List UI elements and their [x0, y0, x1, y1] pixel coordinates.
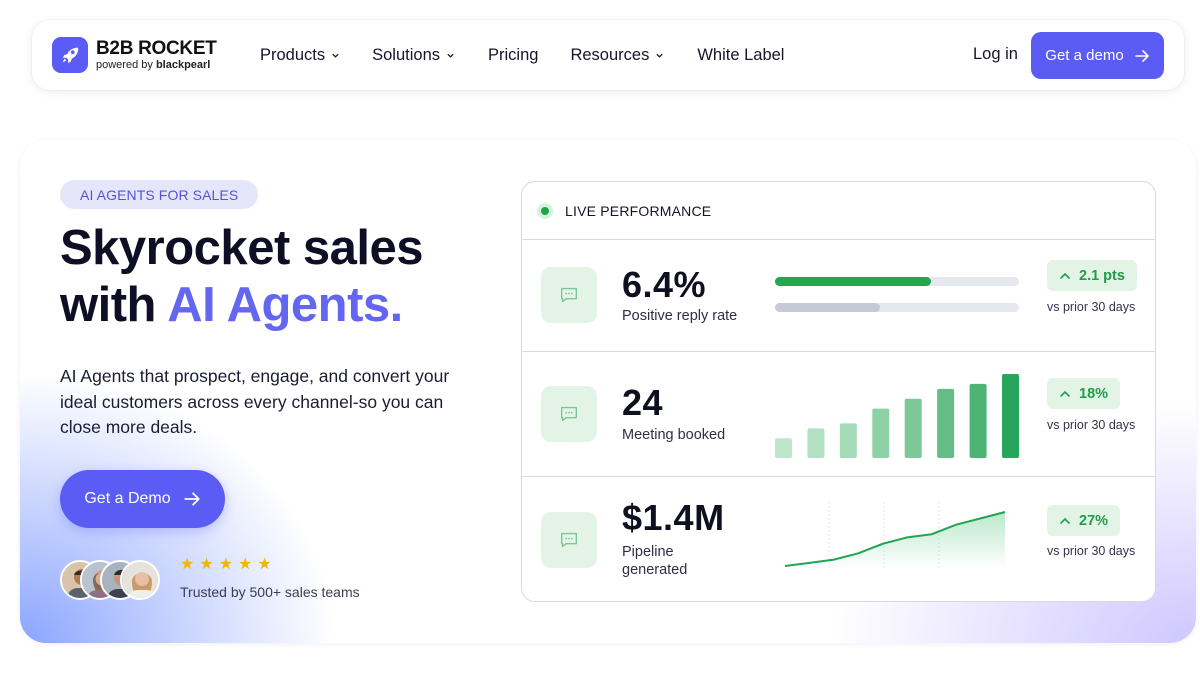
progress-bar-prior	[775, 303, 1019, 312]
progress-fill-current	[775, 277, 932, 286]
meetings-bar	[969, 383, 987, 458]
meetings-bar	[775, 438, 792, 458]
delta-badge: 27%	[1047, 505, 1121, 536]
live-status-dot	[537, 202, 553, 219]
logo-title: B2B ROCKET	[96, 38, 217, 59]
login-link[interactable]: Log in	[973, 45, 1018, 63]
metric-row-reply-rate: 6.4% Positive reply rate 2.1 pts vs prio…	[522, 240, 1155, 352]
meetings-bar	[904, 398, 922, 458]
get-demo-cta-button[interactable]: Get a Demo	[60, 470, 225, 528]
metric-row-meetings: 24 Meeting booked 18% vs prior 30 days	[522, 352, 1155, 477]
chat-bubble-icon	[541, 386, 597, 442]
chevron-down-icon	[656, 53, 663, 58]
card-title: LIVE PERFORMANCE	[565, 202, 712, 219]
hero-badge: AI AGENTS FOR SALES	[60, 180, 259, 209]
meetings-bar-chart	[775, 374, 1019, 458]
nav-item-pricing[interactable]: Pricing	[488, 45, 539, 64]
hero-description: AI Agents that prospect, engage, and con…	[60, 366, 450, 437]
chat-bubble-icon	[541, 512, 597, 568]
meetings-bar	[1002, 374, 1019, 458]
comparison-note: vs prior 30 days	[1047, 418, 1136, 432]
delta-badge: 18%	[1047, 378, 1121, 409]
star-icon: ★	[199, 556, 214, 573]
customer-avatars	[60, 560, 160, 600]
logo-subtitle: powered by blackpearl	[96, 59, 211, 71]
live-performance-card: LIVE PERFORMANCE 6.4% Positive reply rat…	[521, 181, 1156, 602]
progress-bar-current	[775, 277, 1019, 286]
chevron-up-icon	[1060, 517, 1070, 524]
nav-item-solutions[interactable]: Solutions	[372, 46, 455, 65]
chevron-up-icon	[1060, 390, 1070, 397]
chevron-down-icon	[332, 53, 339, 58]
hero-section: AI AGENTS FOR SALES Skyrocket sales with…	[20, 140, 1196, 643]
metric-label: Positive reply rate	[622, 308, 738, 324]
star-icon: ★	[180, 556, 195, 573]
star-icon: ★	[218, 556, 234, 573]
pipeline-trend-chart	[785, 502, 1006, 568]
delta-badge: 2.1 pts	[1047, 260, 1137, 291]
top-navbar: B2B ROCKET powered by blackpearl Product…	[32, 20, 1184, 90]
chat-bubble-icon	[541, 267, 597, 323]
nav-item-products[interactable]: Products	[260, 46, 340, 65]
arrow-right-icon	[1134, 49, 1149, 62]
trend-line	[785, 511, 1006, 567]
metric-value: $1.4M	[622, 497, 725, 538]
meetings-bar	[937, 388, 955, 458]
nav-links: Products Solutions Pricing Resources Whi…	[260, 20, 784, 90]
trend-area	[785, 512, 1005, 568]
metric-label: Pipeline generated	[622, 544, 688, 578]
metric-row-pipeline: $1.4M Pipeline generated 27% vs prior 30…	[522, 477, 1155, 601]
chevron-down-icon	[447, 53, 454, 58]
logo[interactable]: B2B ROCKET powered by blackpearl	[52, 37, 217, 73]
rating-stars: ★ ★ ★ ★ ★	[180, 557, 272, 573]
get-demo-button[interactable]: Get a demo	[1031, 32, 1164, 79]
star-icon: ★	[257, 556, 272, 573]
nav-item-white-label[interactable]: White Label	[697, 45, 785, 64]
arrow-right-icon	[183, 492, 200, 506]
card-header: LIVE PERFORMANCE	[522, 182, 1155, 240]
progress-fill-prior	[775, 303, 880, 312]
meetings-bar	[807, 428, 825, 458]
rocket-icon	[52, 37, 88, 73]
metric-label: Meeting booked	[622, 427, 726, 443]
nav-item-resources[interactable]: Resources	[570, 46, 664, 65]
comparison-note: vs prior 30 days	[1047, 544, 1136, 558]
hero-headline: Skyrocket sales with AI Agents.	[60, 221, 424, 332]
star-icon: ★	[238, 556, 253, 573]
trusted-text: Trusted by 500+ sales teams	[180, 584, 360, 600]
chevron-up-icon	[1060, 272, 1070, 279]
meetings-bar	[839, 423, 857, 458]
metric-value: 24	[622, 382, 664, 423]
metric-value: 6.4%	[622, 264, 707, 305]
comparison-note: vs prior 30 days	[1047, 300, 1136, 314]
meetings-bar	[872, 408, 890, 458]
avatar	[120, 560, 160, 600]
